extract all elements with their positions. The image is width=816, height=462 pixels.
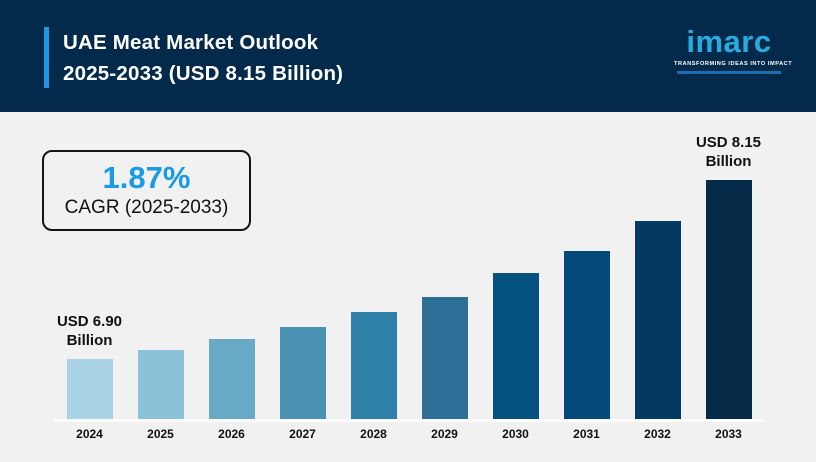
year-label-2025: 2025 [147, 427, 174, 441]
year-label-2028: 2028 [360, 427, 387, 441]
cagr-label: CAGR (2025-2033) [64, 196, 229, 218]
bar-column-2028 [338, 120, 409, 419]
bar-chart: USD 6.90 Billion [54, 120, 764, 441]
bar-2027 [279, 327, 326, 419]
x-axis-baseline [54, 419, 764, 422]
year-label-2032: 2032 [644, 427, 671, 441]
value-label-start-line1: USD 6.90 [56, 313, 123, 330]
bar-column-2032 [622, 120, 693, 419]
bar-column-2026 [196, 120, 267, 419]
bar-2026 [208, 339, 255, 419]
value-label-start-line2: Billion [66, 332, 113, 349]
bars-row: USD 6.90 Billion [54, 120, 764, 419]
title-accent-bar [44, 27, 49, 88]
year-label-2024: 2024 [76, 427, 103, 441]
page-title: UAE Meat Market Outlook 2025-2033 (USD 8… [63, 27, 343, 89]
bar-2033 [705, 180, 752, 419]
page-title-line1: UAE Meat Market Outlook [63, 31, 319, 54]
bar-2031 [563, 251, 610, 419]
bar-column-2033: USD 8.15 Billion [693, 120, 764, 419]
header: UAE Meat Market Outlook 2025-2033 (USD 8… [0, 0, 816, 112]
bar-2024 [66, 359, 113, 419]
bar-column-2031 [551, 120, 622, 419]
year-label-2029: 2029 [431, 427, 458, 441]
imarc-logo-tagline: TRANSFORMING IDEAS INTO IMPACT [674, 61, 793, 67]
bar-2030 [492, 273, 539, 419]
value-label-end: USD 8.15 Billion [696, 133, 761, 171]
imarc-logo-underline [677, 71, 781, 74]
value-label-start: USD 6.90 Billion [57, 312, 122, 350]
bar-column-2025 [125, 120, 196, 419]
bar-2029 [421, 297, 468, 419]
imarc-logo-text: imarc [686, 24, 772, 59]
value-label-end-line1: USD 8.15 [695, 134, 762, 151]
bar-column-2030 [480, 120, 551, 419]
year-label-2027: 2027 [289, 427, 316, 441]
page-title-line2: 2025-2033 (USD 8.15 Billion) [63, 62, 344, 85]
bar-column-2029 [409, 120, 480, 419]
bar-column-2024: USD 6.90 Billion [54, 120, 125, 419]
bar-2032 [634, 221, 681, 419]
cagr-value: 1.87% [102, 159, 191, 195]
bar-2025 [137, 350, 184, 419]
cagr-box: 1.87% CAGR (2025-2033) [42, 150, 251, 231]
year-label-2031: 2031 [573, 427, 600, 441]
year-label-2026: 2026 [218, 427, 245, 441]
imarc-logo: imarc TRANSFORMING IDEAS INTO IMPACT [674, 24, 793, 74]
bar-2028 [350, 312, 397, 419]
x-axis-labels: 2024 2025 2026 2027 2028 2029 2030 2031 … [54, 422, 764, 441]
value-label-end-line2: Billion [705, 153, 752, 170]
year-label-2033: 2033 [715, 427, 742, 441]
year-label-2030: 2030 [502, 427, 529, 441]
bar-column-2027 [267, 120, 338, 419]
